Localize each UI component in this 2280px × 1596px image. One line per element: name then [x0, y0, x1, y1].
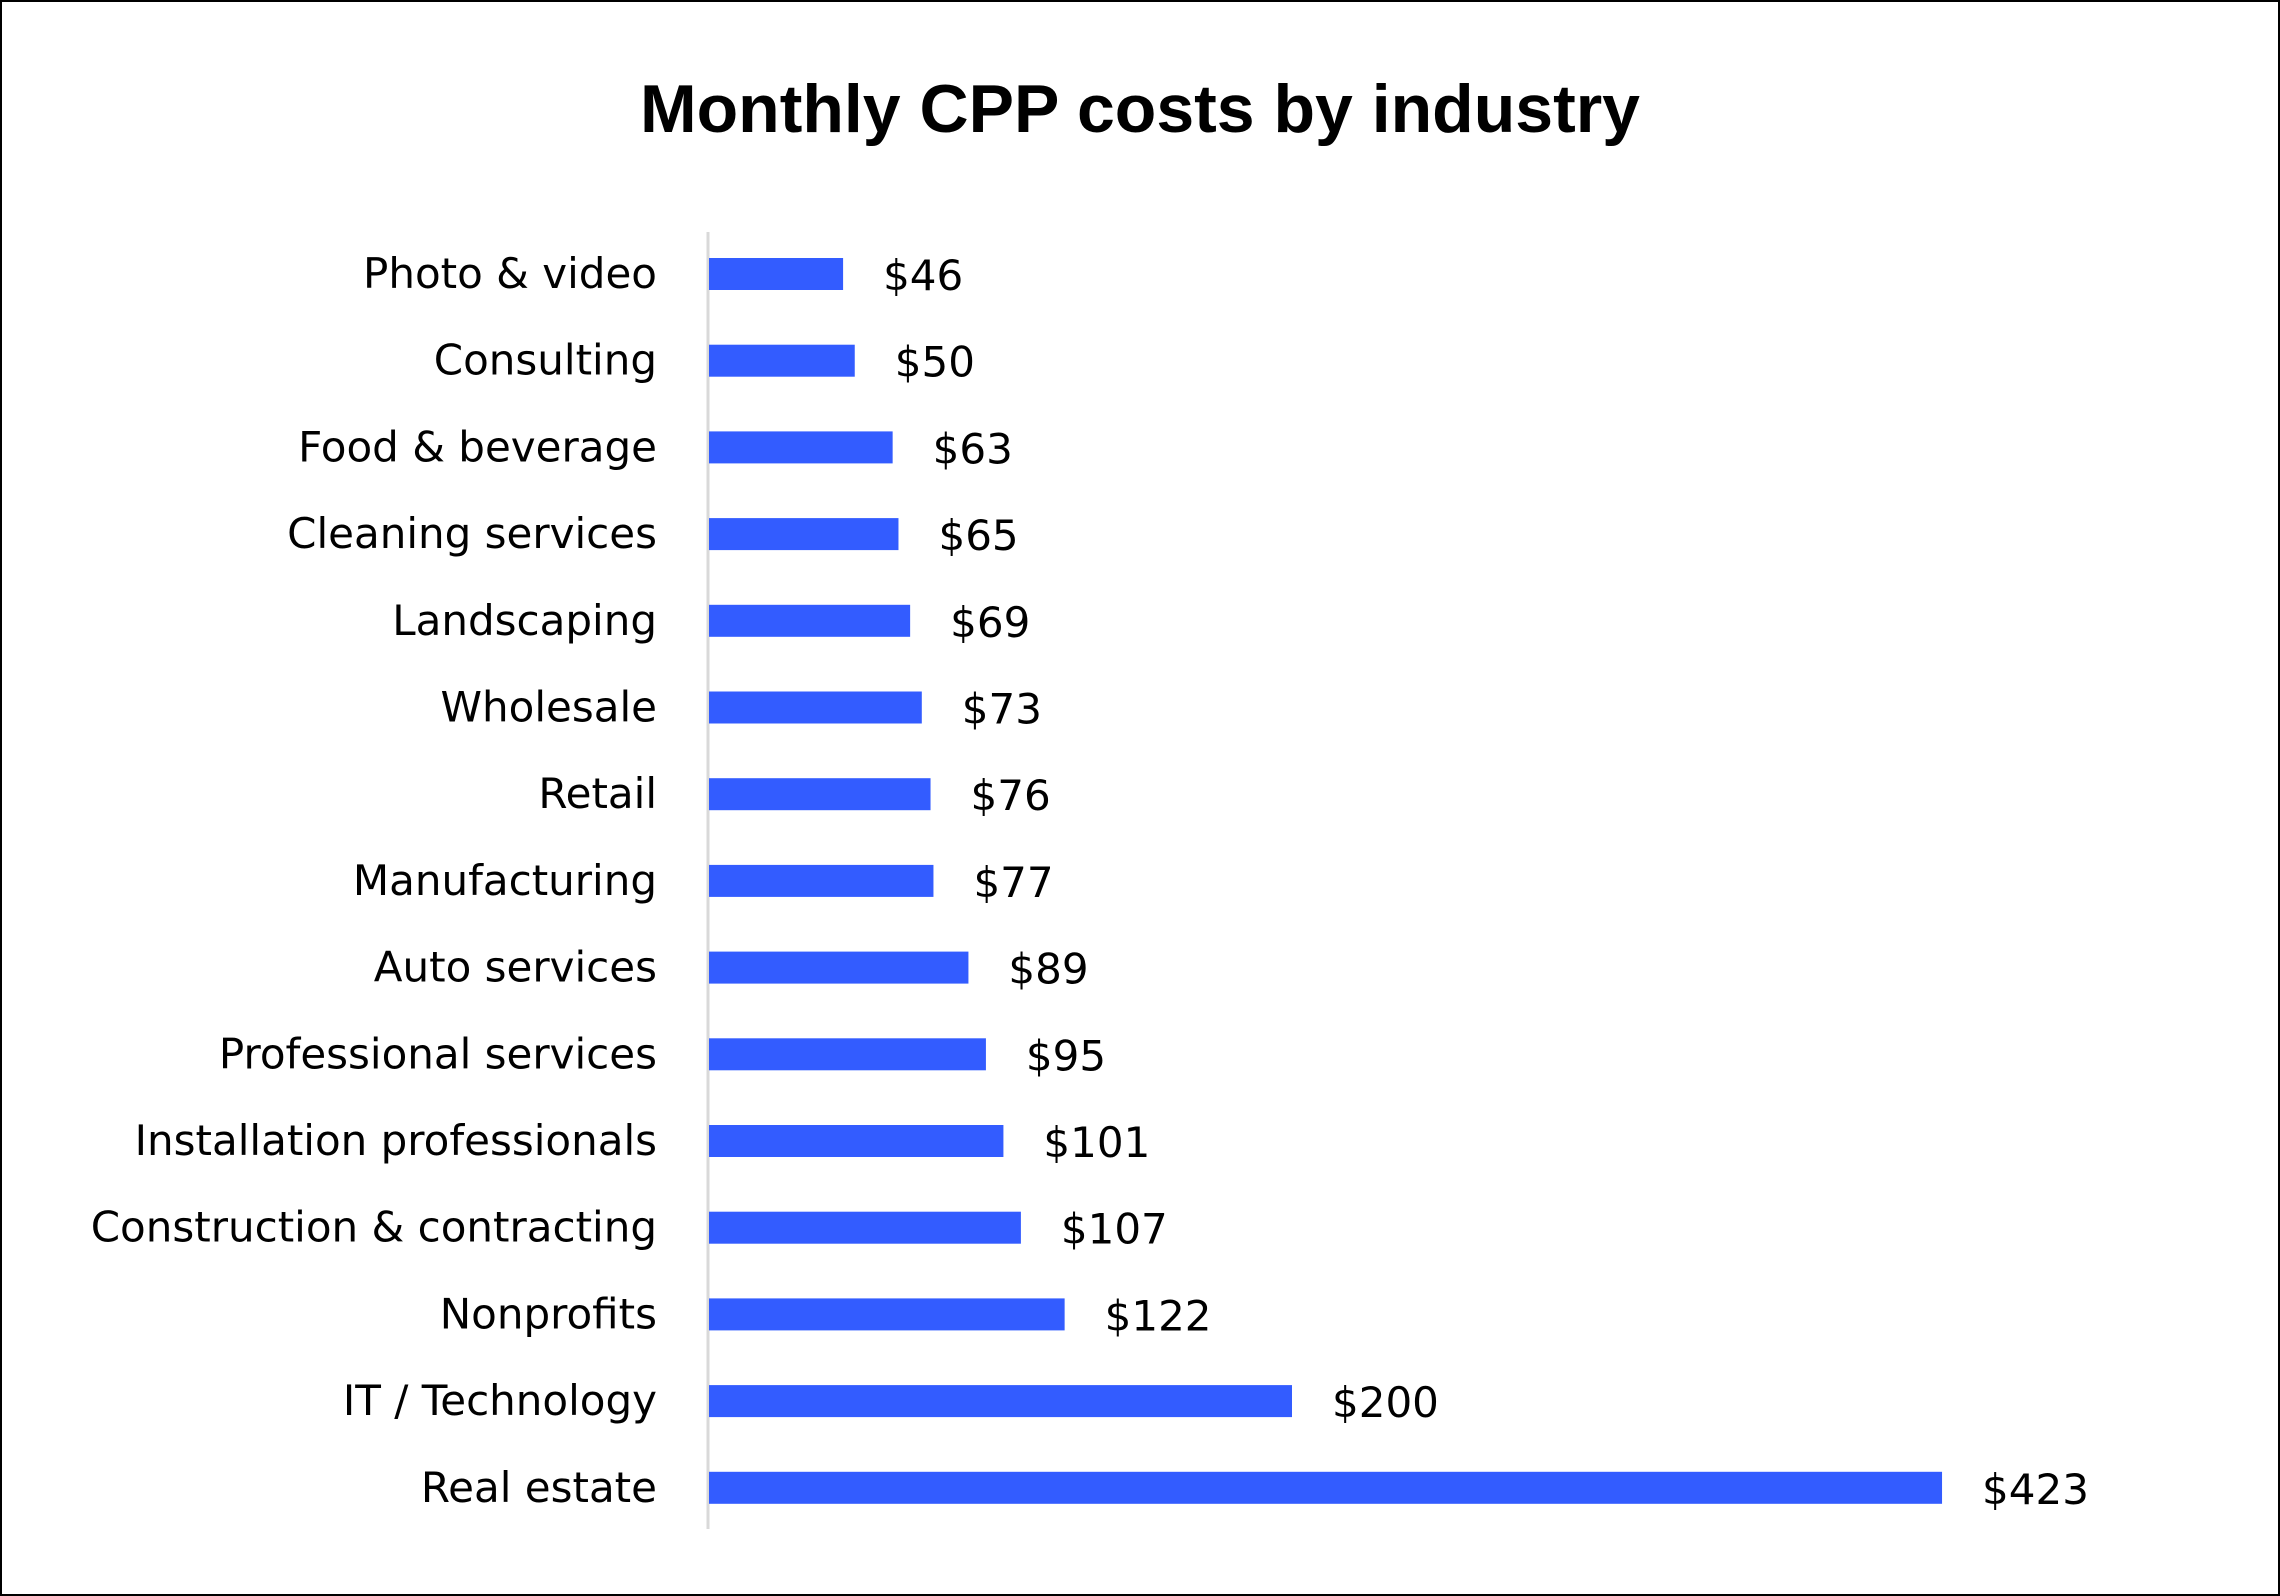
category-label: Construction & contracting: [91, 1203, 657, 1252]
data-label: $101: [1043, 1118, 1150, 1167]
bar: [709, 1125, 1004, 1157]
data-label: $107: [1061, 1205, 1168, 1254]
data-label: $77: [973, 858, 1053, 907]
chart-title: Monthly CPP costs by industry: [639, 71, 1640, 147]
data-label: $73: [962, 685, 1042, 734]
bar: [709, 258, 844, 290]
bar: [709, 604, 911, 637]
category-label: Manufacturing: [353, 856, 657, 905]
data-label: $63: [933, 424, 1013, 473]
data-label: $95: [1026, 1031, 1106, 1080]
category-label: Food & beverage: [298, 422, 657, 471]
category-label: Installation professionals: [135, 1116, 657, 1165]
category-label: Photo & video: [363, 249, 657, 298]
data-label: $69: [950, 598, 1030, 647]
bar: [709, 431, 893, 464]
data-label: $50: [895, 338, 975, 387]
bar: [709, 1471, 1943, 1504]
category-label: Nonprofits: [440, 1289, 657, 1338]
bar: [709, 691, 922, 724]
category-label: Wholesale: [441, 683, 657, 732]
category-label: Real estate: [421, 1463, 657, 1512]
bar: [709, 778, 931, 811]
data-label: $65: [938, 511, 1018, 560]
category-label: Landscaping: [392, 596, 657, 645]
data-label: $46: [883, 251, 963, 300]
bar: [709, 1298, 1065, 1331]
data-label: $200: [1332, 1378, 1439, 1427]
category-label: Professional services: [219, 1029, 657, 1078]
bar: [709, 344, 855, 377]
category-label: Retail: [538, 769, 657, 818]
data-label: $89: [1008, 945, 1088, 994]
bar: [709, 951, 969, 984]
category-label: Cleaning services: [287, 509, 657, 558]
data-label: $76: [971, 771, 1051, 820]
bar: [709, 1038, 986, 1071]
data-label: $122: [1105, 1291, 1212, 1340]
category-label: Auto services: [374, 943, 657, 992]
data-label: $423: [1982, 1465, 2089, 1514]
category-label: Consulting: [434, 336, 657, 385]
bar: [709, 1211, 1021, 1244]
bar: [709, 864, 934, 897]
bar: [709, 1385, 1292, 1418]
bar: [709, 518, 899, 551]
category-label: IT / Technology: [343, 1376, 657, 1425]
